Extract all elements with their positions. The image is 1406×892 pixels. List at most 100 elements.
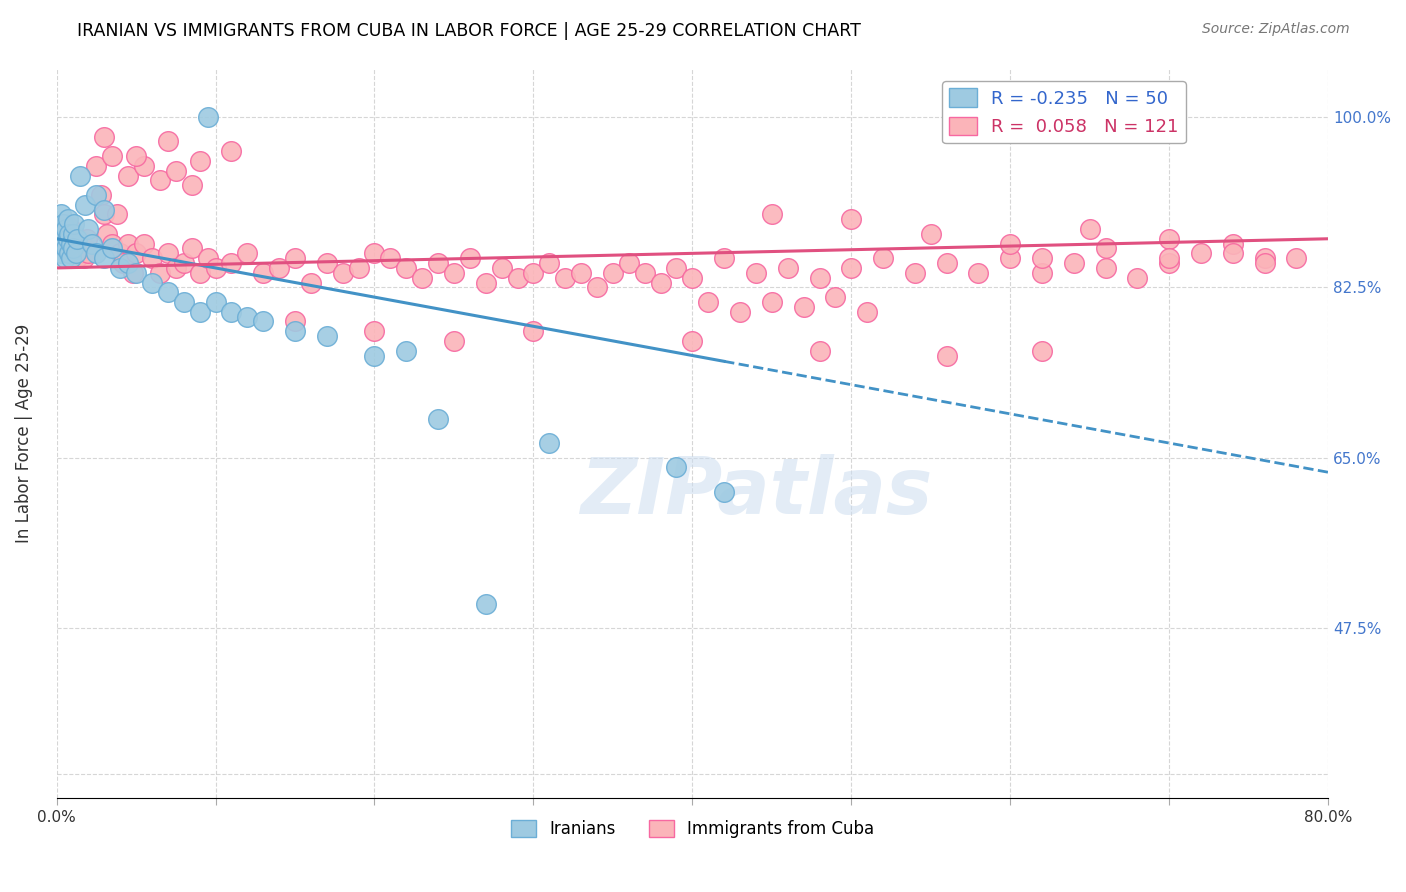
Immigrants from Cuba (117, 169, 139, 183)
Immigrants from Cuba (793, 300, 815, 314)
Immigrants from Cuba (824, 290, 846, 304)
Immigrants from Cuba (90, 188, 112, 202)
Y-axis label: In Labor Force | Age 25-29: In Labor Force | Age 25-29 (15, 324, 32, 543)
Immigrants from Cuba (602, 266, 624, 280)
Immigrants from Cuba (62, 236, 84, 251)
Iranians (58, 246, 80, 260)
Immigrants from Cuba (156, 246, 179, 260)
Immigrants from Cuba (1000, 236, 1022, 251)
Immigrants from Cuba (506, 270, 529, 285)
Immigrants from Cuba (156, 135, 179, 149)
Immigrants from Cuba (920, 227, 942, 241)
Immigrants from Cuba (197, 251, 219, 265)
Iranians (665, 460, 688, 475)
Immigrants from Cuba (363, 246, 385, 260)
Immigrants from Cuba (411, 270, 433, 285)
Iranians (49, 227, 72, 241)
Iranians (53, 236, 76, 251)
Immigrants from Cuba (1000, 251, 1022, 265)
Iranians (173, 295, 195, 310)
Immigrants from Cuba (458, 251, 481, 265)
Immigrants from Cuba (856, 304, 879, 318)
Immigrants from Cuba (56, 232, 79, 246)
Immigrants from Cuba (149, 173, 172, 187)
Immigrants from Cuba (443, 334, 465, 348)
Immigrants from Cuba (1222, 246, 1244, 260)
Immigrants from Cuba (180, 242, 202, 256)
Immigrants from Cuba (808, 343, 831, 358)
Immigrants from Cuba (363, 324, 385, 338)
Immigrants from Cuba (522, 266, 544, 280)
Immigrants from Cuba (96, 227, 118, 241)
Iranians (51, 207, 73, 221)
Immigrants from Cuba (59, 222, 82, 236)
Immigrants from Cuba (252, 266, 274, 280)
Immigrants from Cuba (180, 178, 202, 193)
Immigrants from Cuba (872, 251, 894, 265)
Immigrants from Cuba (347, 260, 370, 275)
Immigrants from Cuba (761, 295, 783, 310)
Immigrants from Cuba (839, 212, 862, 227)
Immigrants from Cuba (427, 256, 450, 270)
Immigrants from Cuba (1222, 236, 1244, 251)
Immigrants from Cuba (76, 232, 98, 246)
Immigrants from Cuba (586, 280, 609, 294)
Iranians (59, 251, 82, 265)
Immigrants from Cuba (53, 242, 76, 256)
Iranians (204, 295, 226, 310)
Iranians (80, 236, 103, 251)
Immigrants from Cuba (569, 266, 592, 280)
Immigrants from Cuba (117, 236, 139, 251)
Immigrants from Cuba (49, 232, 72, 246)
Immigrants from Cuba (776, 260, 799, 275)
Immigrants from Cuba (101, 149, 124, 163)
Immigrants from Cuba (284, 251, 307, 265)
Immigrants from Cuba (745, 266, 768, 280)
Iranians (93, 251, 115, 265)
Immigrants from Cuba (188, 153, 211, 168)
Immigrants from Cuba (236, 246, 259, 260)
Text: Source: ZipAtlas.com: Source: ZipAtlas.com (1202, 22, 1350, 37)
Iranians (156, 285, 179, 300)
Iranians (221, 304, 243, 318)
Iranians (197, 110, 219, 124)
Immigrants from Cuba (713, 251, 735, 265)
Iranians (56, 232, 79, 246)
Immigrants from Cuba (1285, 251, 1308, 265)
Immigrants from Cuba (491, 260, 513, 275)
Immigrants from Cuba (617, 256, 640, 270)
Immigrants from Cuba (665, 260, 688, 275)
Iranians (63, 217, 86, 231)
Immigrants from Cuba (141, 251, 163, 265)
Immigrants from Cuba (650, 276, 672, 290)
Immigrants from Cuba (904, 266, 927, 280)
Immigrants from Cuba (761, 207, 783, 221)
Iranians (252, 314, 274, 328)
Immigrants from Cuba (173, 256, 195, 270)
Iranians (77, 222, 100, 236)
Immigrants from Cuba (122, 266, 145, 280)
Immigrants from Cuba (67, 232, 90, 246)
Immigrants from Cuba (125, 149, 148, 163)
Iranians (363, 349, 385, 363)
Iranians (188, 304, 211, 318)
Immigrants from Cuba (72, 251, 94, 265)
Immigrants from Cuba (165, 163, 187, 178)
Immigrants from Cuba (1126, 270, 1149, 285)
Immigrants from Cuba (681, 270, 703, 285)
Iranians (62, 242, 84, 256)
Immigrants from Cuba (315, 256, 337, 270)
Immigrants from Cuba (1189, 246, 1212, 260)
Immigrants from Cuba (269, 260, 291, 275)
Immigrants from Cuba (1031, 343, 1053, 358)
Immigrants from Cuba (634, 266, 657, 280)
Immigrants from Cuba (1253, 251, 1275, 265)
Immigrants from Cuba (380, 251, 402, 265)
Iranians (236, 310, 259, 324)
Immigrants from Cuba (112, 256, 135, 270)
Iranians (86, 188, 108, 202)
Iranians (69, 169, 91, 183)
Iranians (117, 256, 139, 270)
Iranians (427, 411, 450, 425)
Iranians (52, 217, 75, 231)
